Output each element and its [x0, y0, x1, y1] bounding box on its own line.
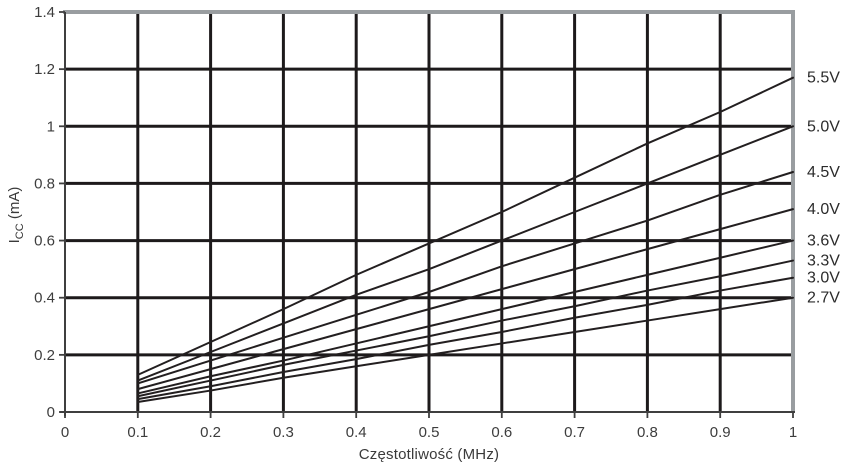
series-label-3.3V: 3.3V: [807, 253, 840, 270]
x-tick-label: 0.1: [127, 424, 148, 441]
series-line-2.7V: [136, 296, 794, 403]
x-axis-title: Częstotliwość (MHz): [358, 446, 500, 463]
x-tick-label: 0.7: [564, 424, 585, 441]
x-tick-label: 0.5: [419, 424, 440, 441]
y-tick-label: 1.4: [34, 4, 55, 21]
x-tick-label: 0.3: [273, 424, 294, 441]
y-tick-label: 1: [47, 118, 55, 135]
series-label-3.6V: 3.6V: [807, 233, 840, 250]
series-line-3.3V: [136, 259, 794, 398]
series-label-4.5V: 4.5V: [807, 164, 840, 181]
x-tick-label: 1: [789, 424, 797, 441]
y-tick-label: 0: [47, 404, 55, 421]
y-axis-title: ICC (mA): [6, 187, 26, 244]
series-line-5.0V: [136, 125, 794, 382]
series-line-4.0V: [136, 208, 794, 391]
y-axis-title-unit: (mA): [6, 186, 23, 224]
y-tick-label: 0.4: [34, 290, 55, 307]
x-tick-label: 0.9: [710, 424, 731, 441]
y-tick-label: 1.2: [34, 61, 55, 78]
series-label-4.0V: 4.0V: [807, 201, 840, 218]
y-tick-label: 0.6: [34, 233, 55, 250]
y-tick-label: 0.2: [34, 347, 55, 364]
x-tick-label: 0.4: [346, 424, 367, 441]
series-line-4.5V: [136, 171, 794, 385]
series-label-2.7V: 2.7V: [807, 290, 840, 307]
x-tick-label: 0.2: [200, 424, 221, 441]
series-line-3.0V: [136, 276, 794, 401]
series-label-3.0V: 3.0V: [807, 270, 840, 287]
y-axis-title-symbol: I: [6, 239, 23, 244]
x-tick-label: 0.8: [637, 424, 658, 441]
x-tick-label: 0: [61, 424, 69, 441]
series-label-5.5V: 5.5V: [807, 70, 840, 87]
series-line-5.5V: [136, 76, 794, 376]
series-line-3.6V: [136, 239, 794, 395]
y-tick-label: 0.8: [34, 175, 55, 192]
y-axis-title-subscript: CC: [14, 223, 26, 240]
x-tick-label: 0.6: [491, 424, 512, 441]
series-label-5.0V: 5.0V: [807, 118, 840, 135]
